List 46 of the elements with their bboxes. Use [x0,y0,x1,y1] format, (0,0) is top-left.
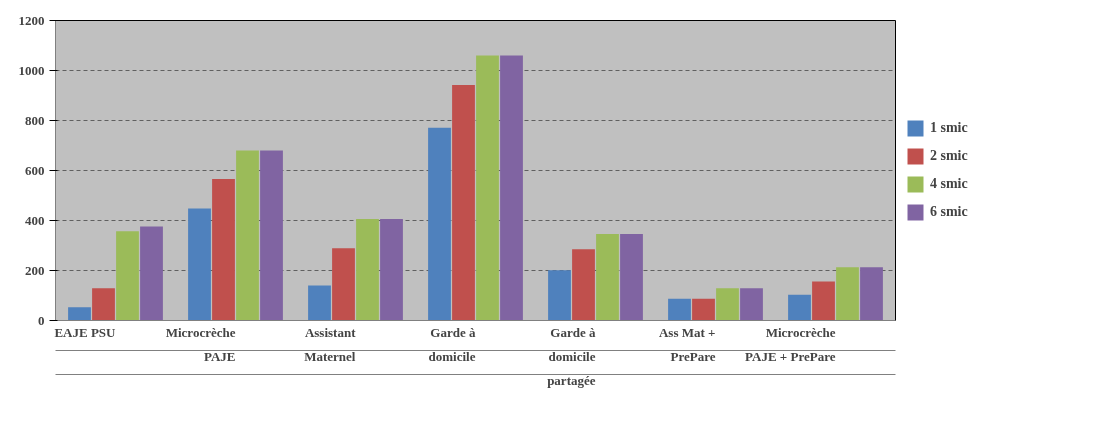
bar [572,249,595,321]
x-tick-label: EAJE PSU [54,325,117,340]
bar [380,219,403,321]
category-label: Microcrèche PAJE + PrePare [745,325,836,364]
bar [92,288,115,321]
category-label: Assistant Maternel [304,325,356,364]
legend-label: 1 smic [930,120,968,136]
bar [668,298,691,321]
bar [500,55,523,321]
bar [860,267,883,321]
bar [308,285,331,321]
y-tick-label: 200 [25,262,45,278]
bar [620,234,643,321]
bar [596,234,619,321]
category-label: Ass Mat + PrePare [658,325,716,364]
bar [356,219,379,321]
bar [788,294,811,321]
bar [452,85,475,321]
bar [332,248,355,321]
category-label: Microcrèche PAJE [165,325,236,364]
bar [548,270,571,321]
bar [260,150,283,321]
legend-label: 4 smic [930,176,968,192]
y-tick-label: 600 [25,162,45,178]
y-tick-label: 1000 [18,62,45,78]
legend-label: 6 smic [930,204,968,220]
y-tick-label: 400 [25,212,45,228]
category-label: Garde à domicile [428,325,476,364]
y-tick-label: 1200 [18,12,45,28]
bar [740,288,763,321]
bar [812,281,835,321]
category-label: Garde à domicile partagée [547,325,596,388]
bar [188,208,211,321]
legend-label: 2 smic [930,148,968,164]
y-tick-label: 0 [38,312,45,328]
y-tick-label: 800 [25,112,45,128]
bar [836,267,859,321]
bar [212,179,235,321]
bar [68,307,91,321]
bar [140,226,163,321]
bar [476,55,499,321]
bar [116,231,139,321]
bar [692,298,715,321]
bar [428,127,451,321]
bar [236,150,259,321]
bar [716,288,739,321]
